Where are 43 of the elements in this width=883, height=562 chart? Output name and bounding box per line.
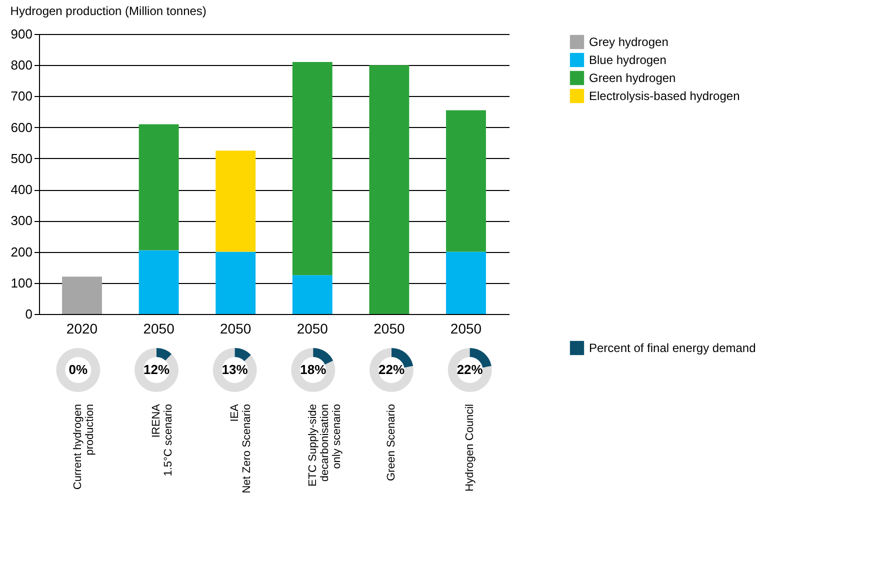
bar [292,275,332,314]
y-tick-label: 500 [10,150,32,166]
y-tick-label: 900 [10,26,32,42]
legend-label: Blue hydrogen [589,53,666,67]
data-label: 0% [68,362,88,377]
legend-label: Grey hydrogen [589,35,668,49]
legend-label: Percent of final energy demand [589,341,756,355]
x-tick-label: 2050 [296,320,328,336]
y-tick-label: 0 [25,306,32,322]
bar [138,124,179,250]
y-tick-label: 300 [10,213,32,228]
x-tick-label: 2050 [143,320,175,336]
x-tick-label: 2050 [374,320,405,336]
text: IEA Net Zero Scenario [228,403,253,494]
legend-label: Green hydrogen [589,71,676,85]
text: Current hydrogen production [72,404,96,490]
data-label: 18% [300,362,327,377]
data-label: 13% [222,362,248,377]
text: Hydrogen Council [464,404,476,492]
bar [369,65,410,314]
bar [446,252,486,314]
text: ETC Supply-side decarbonisation only scenario [307,404,344,487]
bar [216,252,256,314]
bar [62,276,102,314]
y-tick-label: 800 [10,58,32,73]
y-tick-label: 200 [10,244,32,260]
y-tick-label: 400 [10,182,32,198]
text: Green Scenario [386,404,398,482]
x-tick-label: 2020 [66,320,98,336]
bar [138,250,179,314]
data-label: 22% [378,362,405,377]
bar [446,110,486,252]
y-tick-label: 600 [10,120,32,135]
bar [216,150,256,252]
data-label: 12% [143,362,170,377]
chart-title: Hydrogen production (Million tonnes) [10,4,206,18]
data-label: 22% [456,362,484,377]
y-tick-label: 100 [10,275,32,290]
legend-label: Electrolysis-based hydrogen [589,89,740,103]
x-tick-label: 2050 [220,320,252,336]
x-tick-label: 2050 [450,320,482,336]
y-tick-label: 700 [10,88,32,104]
bar [292,62,332,276]
